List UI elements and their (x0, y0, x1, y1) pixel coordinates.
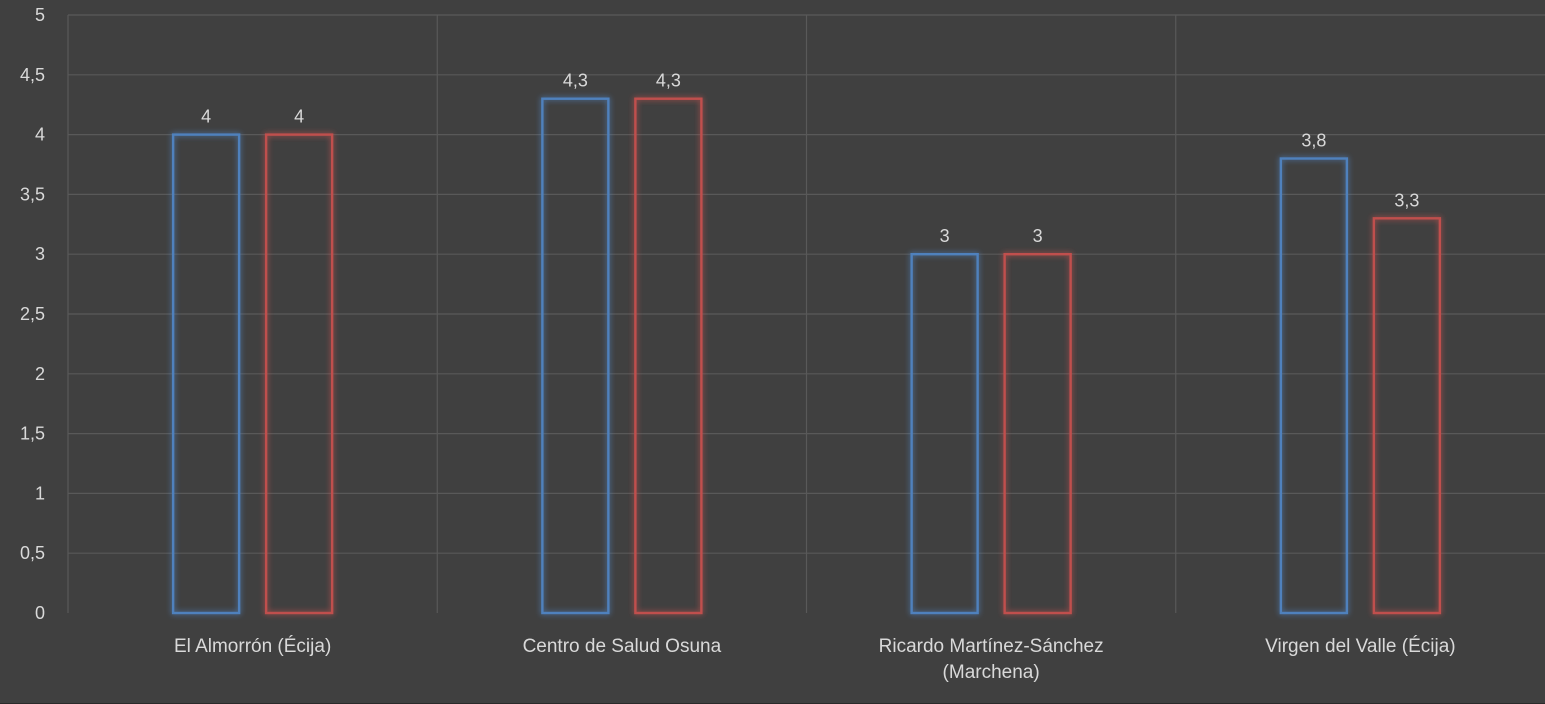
y-tick-label: 2,5 (20, 304, 45, 324)
bar-series-2-category-2 (634, 97, 703, 615)
bar-series-2-category-4 (1372, 217, 1442, 615)
gridlines (67, 14, 1545, 613)
data-label: 3 (940, 226, 950, 246)
bar-series-1-category-3 (910, 252, 979, 615)
data-label: 4,3 (563, 71, 588, 91)
bar-series-1-category-2 (541, 97, 610, 615)
y-tick-label: 2 (35, 364, 45, 384)
x-category-label: Virgen del Valle (Écija) (1265, 636, 1455, 657)
bar-series-2-category-1 (264, 133, 334, 615)
y-tick-label: 1 (35, 483, 45, 503)
y-tick-label: 3 (35, 244, 45, 264)
data-label: 4,3 (656, 71, 681, 91)
y-tick-label: 3,5 (20, 184, 45, 204)
y-tick-label: 0,5 (20, 543, 45, 563)
y-tick-label: 4 (35, 125, 45, 145)
x-category-label: Ricardo Martínez-Sánchez (Marchena) (879, 636, 1104, 683)
y-tick-label: 5 (35, 5, 45, 25)
bar-series-2-category-3 (1003, 252, 1072, 615)
x-category-label: Centro de Salud Osuna (523, 636, 722, 657)
data-label: 4 (294, 107, 304, 127)
data-labels: 4 4 4,3 4,3 3 3 3,8 3,3 (201, 71, 1419, 246)
y-axis-ticks: 0 0,5 1 1,5 2 2,5 3 3,5 4 4,5 5 (20, 5, 45, 623)
data-label: 3 (1033, 226, 1043, 246)
x-category-label: El Almorrón (Écija) (174, 636, 331, 657)
data-label: 4 (201, 107, 211, 127)
y-tick-label: 1,5 (20, 424, 45, 444)
data-label: 3,3 (1394, 190, 1419, 210)
bar-series-1-category-4 (1279, 157, 1349, 615)
bar-series-1-category-1 (171, 133, 241, 615)
category-labels: El Almorrón (Écija) Centro de Salud Osuna… (174, 636, 1456, 683)
data-label: 3,8 (1301, 131, 1326, 151)
y-tick-label: 0 (35, 603, 45, 623)
bars (171, 97, 1442, 615)
y-tick-label: 4,5 (20, 65, 45, 85)
